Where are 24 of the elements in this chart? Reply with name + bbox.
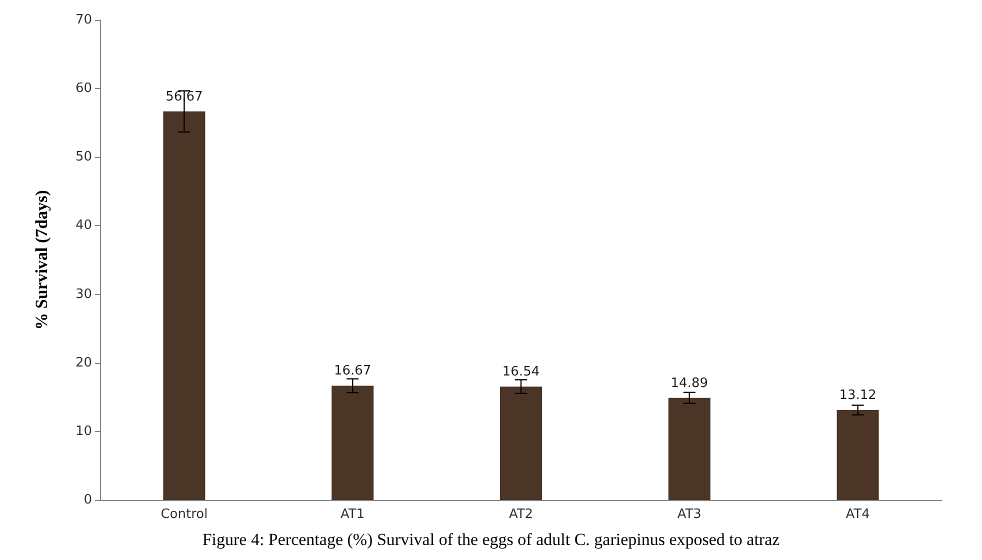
data-label: 16.67 [334, 364, 372, 379]
y-tick-label: 40 [75, 218, 92, 234]
bar [668, 398, 710, 500]
data-label: 16.54 [502, 364, 540, 380]
x-tick-label: AT3 [677, 507, 702, 522]
data-label: 13.12 [839, 388, 876, 404]
y-tick-label: 20 [75, 355, 92, 370]
x-tick-label: AT1 [340, 507, 365, 522]
y-tick-label: 0 [84, 492, 92, 508]
bar [163, 111, 206, 500]
data-label: 14.89 [670, 376, 708, 391]
y-tick-label: 60 [75, 81, 92, 96]
y-tick-label: 30 [75, 286, 92, 302]
y-tick-label: 10 [75, 424, 92, 439]
bar [332, 386, 374, 500]
y-axis-title: % Survival (7days) [32, 190, 51, 330]
x-tick-label: AT2 [508, 507, 534, 522]
bar [500, 386, 542, 500]
y-tick-label: 70 [75, 12, 92, 28]
bar [836, 410, 879, 500]
x-tick-label: Control [160, 507, 208, 522]
caption: Figure 4: Percentage (%) Survival of the eggs of adult C. gariepinus exposed to atraz [201, 530, 781, 550]
y-tick-label: 50 [75, 150, 92, 165]
x-tick-label: AT4 [846, 507, 870, 522]
